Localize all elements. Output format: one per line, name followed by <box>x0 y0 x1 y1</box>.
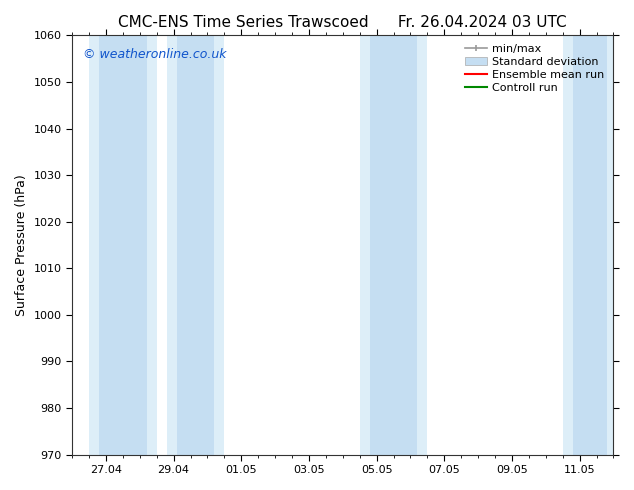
Bar <box>89 35 157 455</box>
Bar <box>573 35 607 455</box>
Bar <box>167 35 224 455</box>
Bar <box>99 35 146 455</box>
Bar <box>563 35 614 455</box>
Y-axis label: Surface Pressure (hPa): Surface Pressure (hPa) <box>15 174 28 316</box>
Bar <box>177 35 214 455</box>
Text: © weatheronline.co.uk: © weatheronline.co.uk <box>83 48 226 61</box>
Bar <box>370 35 417 455</box>
Legend: min/max, Standard deviation, Ensemble mean run, Controll run: min/max, Standard deviation, Ensemble me… <box>461 41 608 96</box>
Title: CMC-ENS Time Series Trawscoed      Fr. 26.04.2024 03 UTC: CMC-ENS Time Series Trawscoed Fr. 26.04.… <box>119 15 567 30</box>
Bar <box>359 35 427 455</box>
